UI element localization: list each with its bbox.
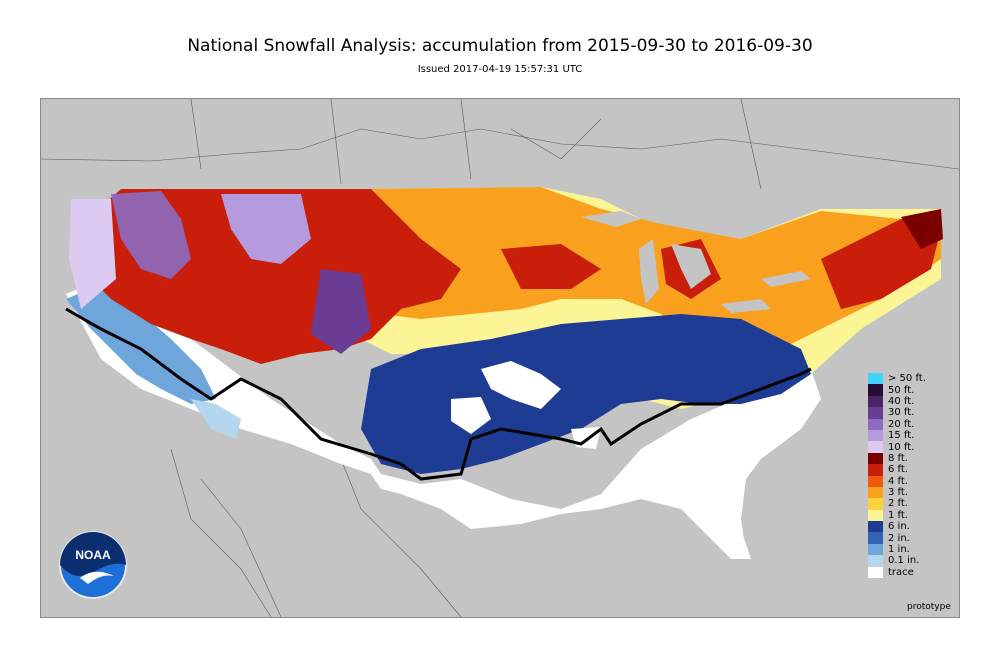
- legend-swatch: [868, 532, 883, 544]
- region-6ft-plains: [501, 244, 601, 289]
- legend-label: 1 in.: [888, 544, 910, 556]
- region-6ft-northeast: [821, 219, 941, 309]
- noaa-logo: NOAA: [58, 530, 128, 600]
- legend-swatch: [868, 566, 883, 579]
- prototype-label: prototype: [907, 602, 951, 612]
- region-mountain-violet: [311, 269, 371, 354]
- region-trace-hole: [481, 361, 561, 409]
- region-mountain-purple: [111, 191, 191, 279]
- legend-label: 4 ft.: [888, 475, 908, 487]
- legend-item: 1 ft.: [868, 509, 958, 522]
- legend-label: 8 ft.: [888, 452, 908, 464]
- legend-label: 2 ft.: [888, 498, 908, 510]
- region-florida-trace: [641, 479, 751, 559]
- legend-label: trace: [888, 566, 914, 578]
- legend-swatch: [868, 407, 883, 419]
- region-8ft-maine: [901, 209, 943, 249]
- legend-item: 40 ft.: [868, 395, 958, 408]
- snowfall-map: [40, 98, 960, 618]
- legend-item: 30 ft.: [868, 407, 958, 419]
- legend-label: 30 ft.: [888, 407, 915, 419]
- legend-label: 3 ft.: [888, 487, 908, 499]
- legend-swatch: [868, 498, 883, 510]
- region-trace-hole-2: [451, 397, 491, 434]
- legend-item: 3 ft.: [868, 486, 958, 499]
- legend-swatch: [868, 373, 883, 385]
- legend-swatch: [868, 486, 883, 499]
- legend-label: 20 ft.: [888, 418, 915, 430]
- snowfall-legend: > 50 ft. 50 ft. 40 ft. 30 ft. 20 ft. 15 ft. 10…: [868, 373, 958, 579]
- legend-swatch: [868, 384, 883, 396]
- legend-label: 2 in.: [888, 532, 910, 544]
- legend-swatch: [868, 441, 883, 453]
- great-lakes: [581, 211, 811, 313]
- legend-label: 6 in.: [888, 521, 910, 533]
- noaa-logo-text: NOAA: [75, 548, 111, 562]
- legend-item: 10 ft.: [868, 441, 958, 453]
- neighbor-borders: [41, 99, 959, 617]
- region-trace: [66, 279, 821, 559]
- legend-swatch: [868, 555, 883, 567]
- legend-label: 50 ft.: [888, 384, 915, 396]
- legend-label: 15 ft.: [888, 430, 915, 442]
- legend-swatch: [868, 429, 883, 442]
- region-6in: [361, 314, 811, 474]
- region-trace-blue: [191, 399, 241, 439]
- region-cascades-light: [69, 199, 116, 309]
- legend-swatch: [868, 543, 883, 556]
- region-mountain-lavender: [221, 194, 311, 264]
- legend-item: trace: [868, 566, 958, 579]
- legend-item: 6 in.: [868, 521, 958, 533]
- legend-label: 40 ft.: [888, 395, 915, 407]
- legend-swatch: [868, 475, 883, 487]
- region-light-snow: [66, 284, 216, 404]
- legend-item: 1 in.: [868, 543, 958, 556]
- legend-item: 4 ft.: [868, 475, 958, 487]
- legend-item: 15 ft.: [868, 429, 958, 442]
- issued-timestamp: Issued 2017-04-19 15:57:31 UTC: [417, 64, 583, 75]
- legend-swatch: [868, 464, 883, 476]
- legend-item: 50 ft.: [868, 384, 958, 396]
- legend-item: 20 ft.: [868, 418, 958, 430]
- region-trace-hole-3: [571, 427, 601, 449]
- legend-swatch: [868, 509, 883, 522]
- legend-label: 1 ft.: [888, 509, 908, 521]
- legend-item: 2 ft.: [868, 498, 958, 510]
- legend-label: 6 ft.: [888, 464, 908, 476]
- legend-label: > 50 ft.: [888, 373, 926, 385]
- legend-item: 8 ft.: [868, 452, 958, 465]
- legend-item: 6 ft.: [868, 464, 958, 476]
- legend-swatch: [868, 418, 883, 430]
- legend-item: 2 in.: [868, 532, 958, 544]
- snow-boundary-line: [65, 307, 812, 481]
- map-title: National Snowfall Analysis: accumulation…: [187, 36, 813, 56]
- snowfall-map-canvas: [41, 99, 959, 617]
- legend-item: 0.1 in.: [868, 555, 958, 567]
- legend-swatch: [868, 452, 883, 465]
- legend-item: > 50 ft.: [868, 373, 958, 385]
- legend-swatch: [868, 521, 883, 533]
- legend-label: 10 ft.: [888, 441, 915, 453]
- legend-label: 0.1 in.: [888, 555, 920, 567]
- legend-swatch: [868, 395, 883, 408]
